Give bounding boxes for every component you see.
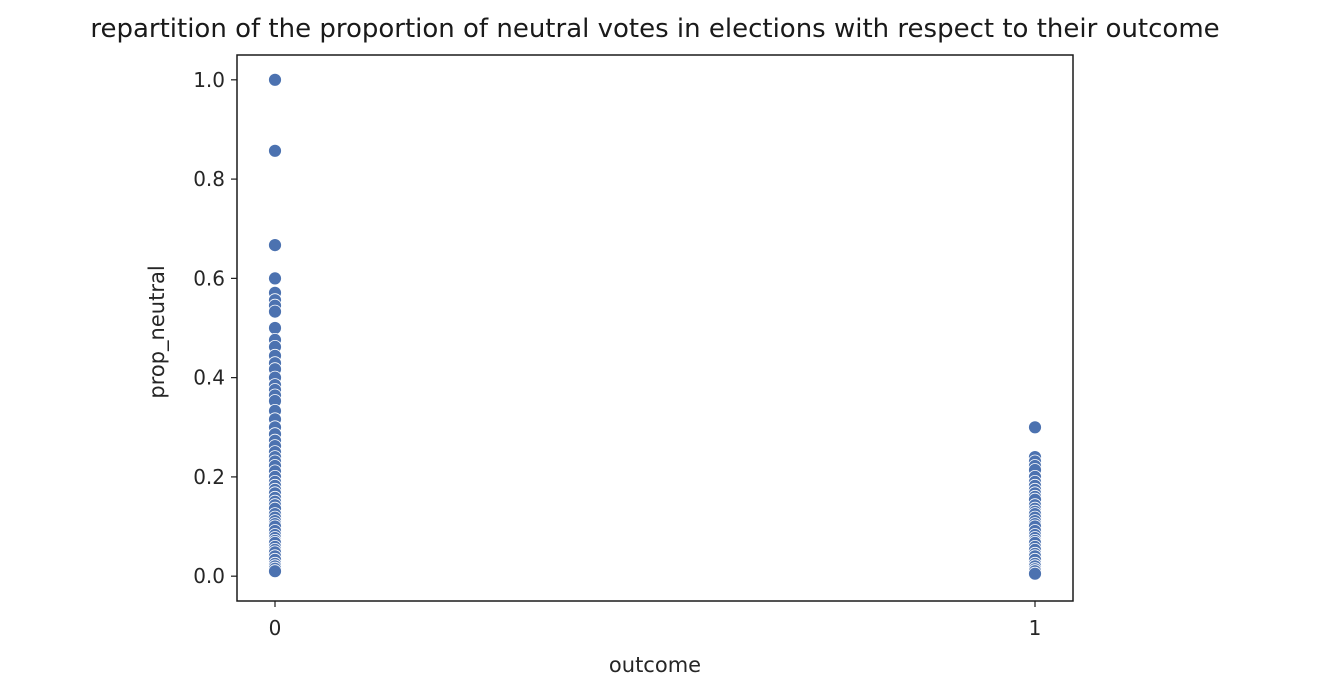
y-tick-label: 0.2 [193, 465, 225, 489]
points-layer [268, 72, 1042, 581]
y-tick-label: 0.6 [193, 266, 225, 290]
scatter-point [268, 143, 282, 158]
ticks-layer: 0 1 0.0 0.2 0.4 0.6 0.8 1.0 [193, 68, 1041, 640]
scatter-point [268, 271, 282, 286]
y-tick-label: 0.8 [193, 167, 225, 191]
x-tick-label: 0 [269, 616, 282, 640]
scatter-point [268, 564, 282, 579]
scatter-point [1028, 566, 1042, 581]
y-tick-label: 0.0 [193, 564, 225, 588]
x-axis-label: outcome [609, 653, 701, 677]
scatter-point [268, 238, 282, 253]
scatter-point [1028, 420, 1042, 435]
scatter-point [268, 321, 282, 335]
y-tick-label: 1.0 [193, 68, 225, 92]
y-axis-label: prop_neutral [145, 265, 170, 398]
scatter-point [268, 304, 282, 319]
plot-area-frame [236, 54, 1074, 602]
y-tick-label: 0.4 [193, 366, 225, 390]
scatter-point [268, 72, 282, 87]
chart-title: repartition of the proportion of neutral… [90, 14, 1220, 44]
x-tick-label: 1 [1029, 616, 1042, 640]
